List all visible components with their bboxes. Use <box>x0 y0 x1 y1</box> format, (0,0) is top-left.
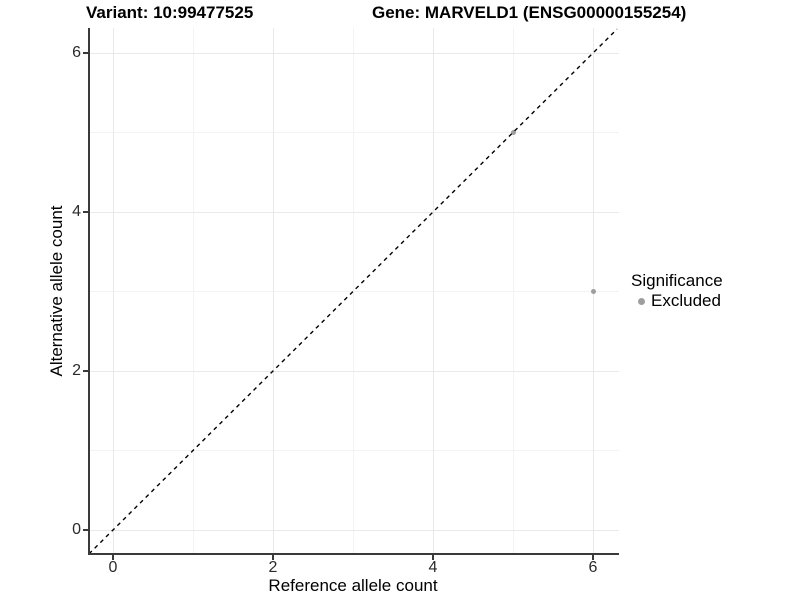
gridline-minor-vertical <box>512 28 514 555</box>
legend: Significance Excluded <box>631 271 723 311</box>
y-axis-title: Alternative allele count <box>47 205 66 377</box>
gridline-major-horizontal <box>88 529 619 531</box>
gene-title: Gene: MARVELD1 (ENSG00000155254) <box>372 3 687 22</box>
gridline-major-horizontal <box>88 370 619 372</box>
variant-title: Variant: 10:99477525 <box>86 3 254 22</box>
gridline-minor-horizontal <box>88 132 619 133</box>
data-point <box>510 130 516 135</box>
legend-item-label: Excluded <box>651 291 721 310</box>
x-axis-title: Reference allele count <box>268 576 438 595</box>
gridline-major-vertical <box>272 28 274 555</box>
gridline-minor-horizontal <box>88 450 619 451</box>
legend-key-dot-icon <box>638 297 645 305</box>
gridline-major-horizontal <box>88 52 619 54</box>
legend-items: Excluded <box>631 291 723 311</box>
gridline-major-vertical <box>432 28 434 555</box>
gridline-major-horizontal <box>88 211 619 213</box>
gridline-major-vertical <box>112 28 114 555</box>
legend-title: Significance <box>631 271 723 290</box>
gridline-minor-horizontal <box>88 291 619 292</box>
data-point <box>590 289 596 294</box>
legend-item: Excluded <box>631 291 723 311</box>
